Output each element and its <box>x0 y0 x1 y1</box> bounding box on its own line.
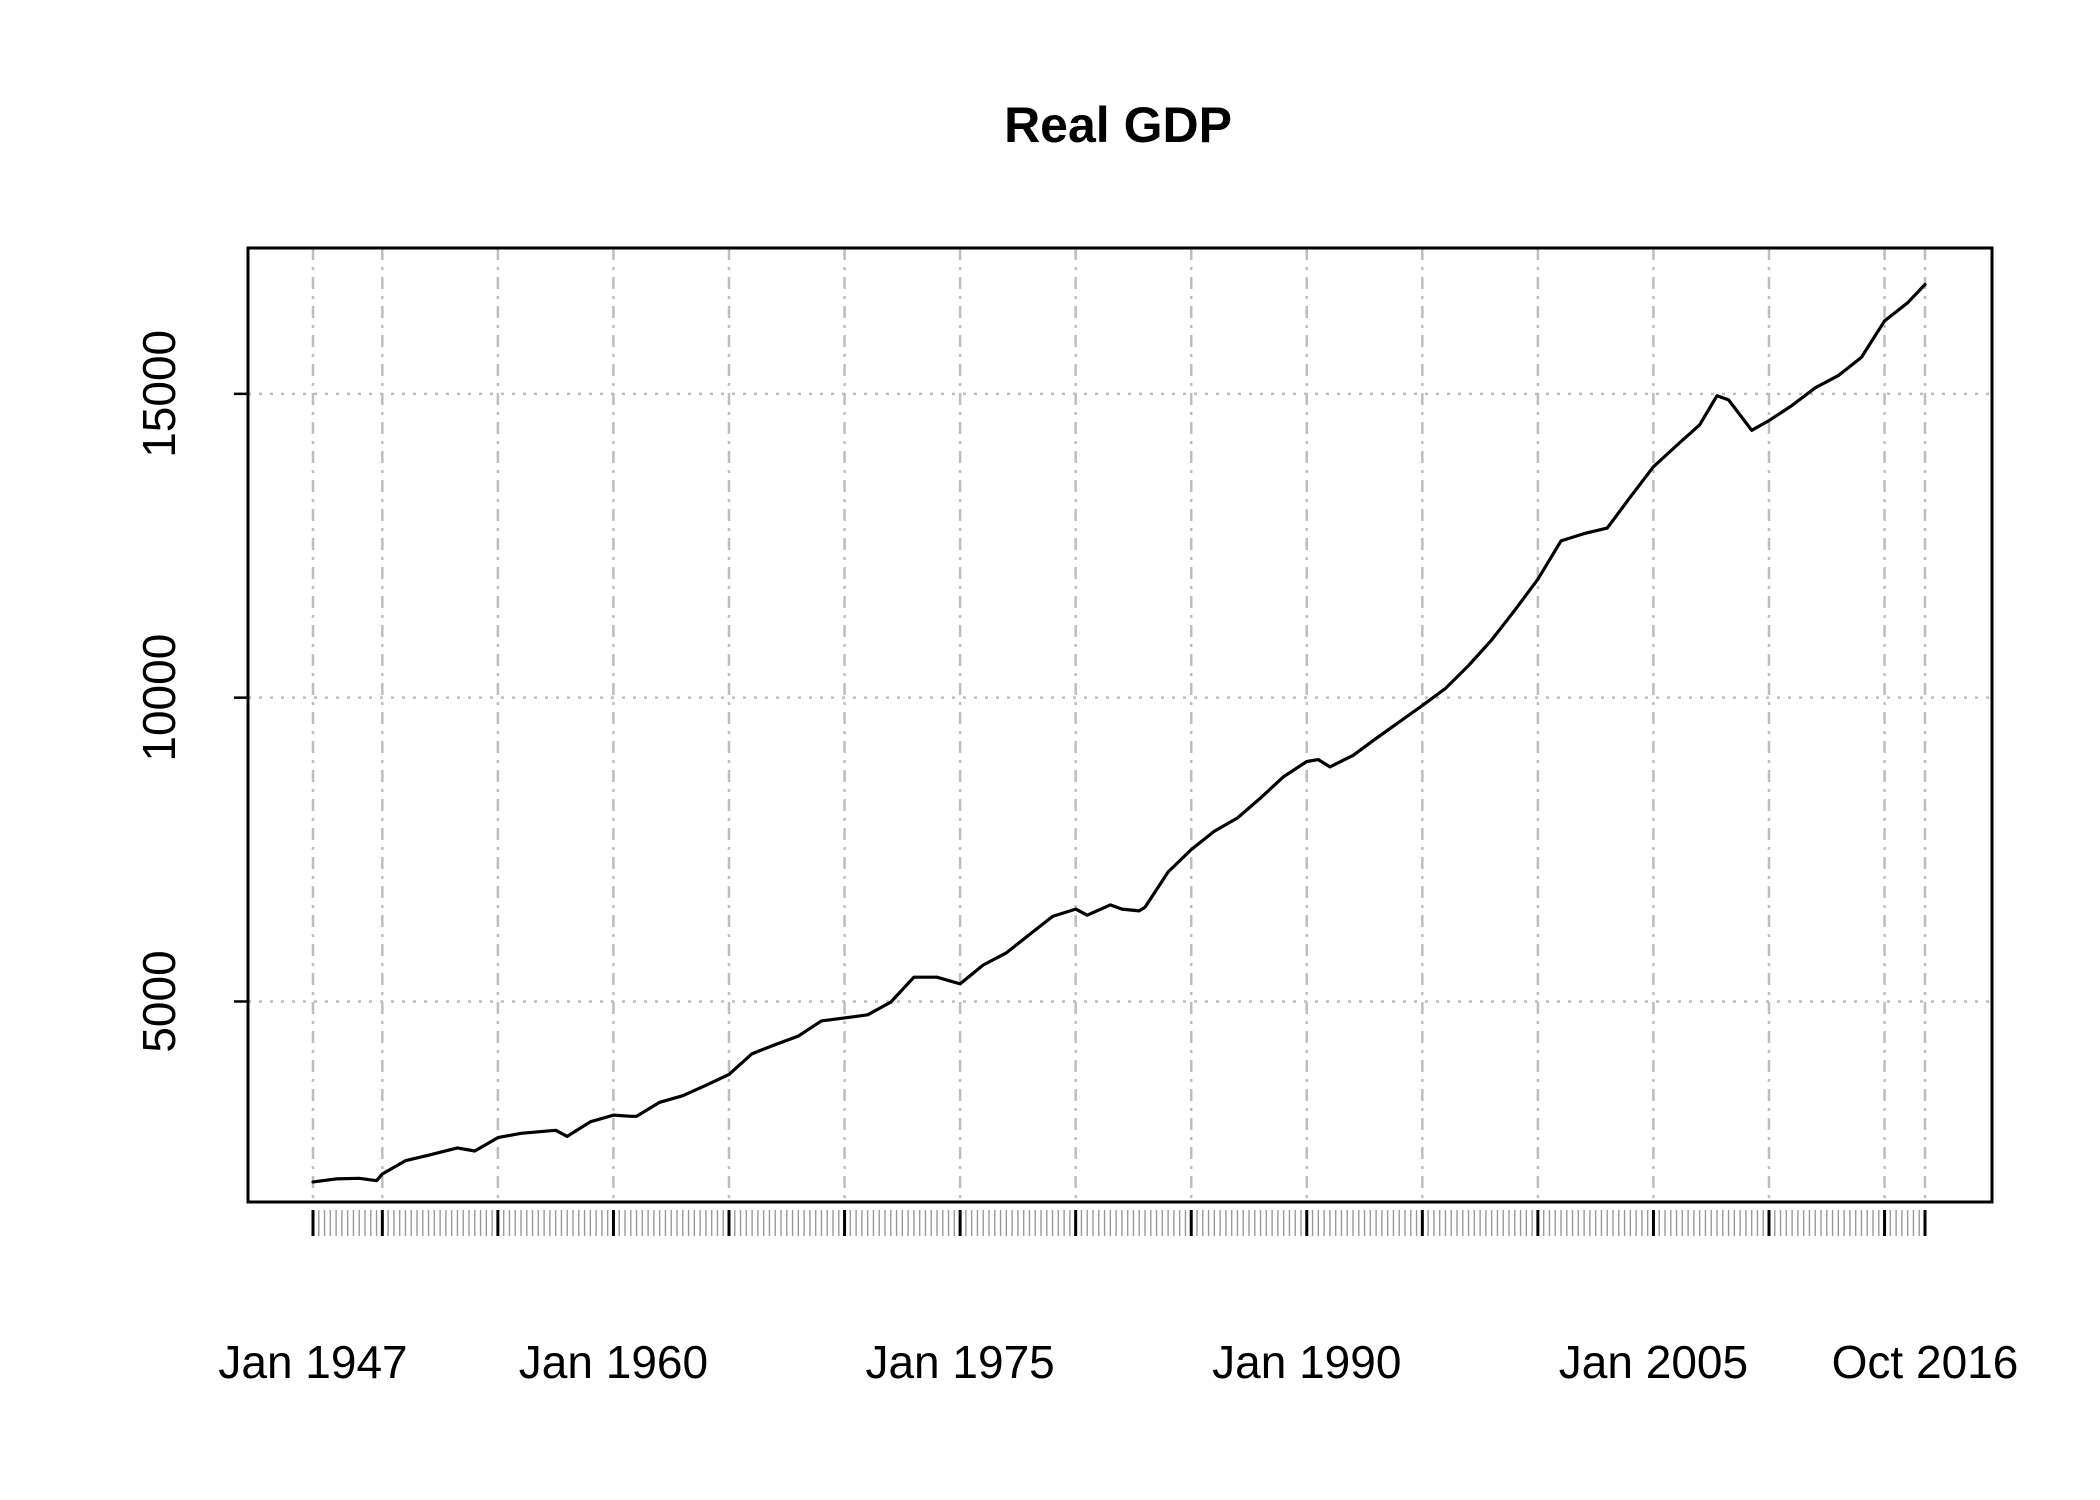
x-tick-label: Jan 1960 <box>519 1336 708 1388</box>
x-tick-label: Jan 1947 <box>218 1336 407 1388</box>
y-tick-label: 5000 <box>133 950 185 1052</box>
y-axis: 5000 10000 15000 <box>133 330 248 1053</box>
x-tick-label: Jan 2005 <box>1559 1336 1748 1388</box>
x-tick-label: Jan 1975 <box>865 1336 1054 1388</box>
chart-title: Real GDP <box>1004 97 1232 153</box>
x-tick-label: Oct 2016 <box>1832 1336 2019 1388</box>
y-tick-label: 10000 <box>133 634 185 762</box>
x-axis: Jan 1947 Jan 1960 Jan 1975 Jan 1990 Jan 2005… <box>218 1210 2018 1388</box>
plot-frame <box>246 246 1994 1204</box>
x-tick-label: Jan 1990 <box>1212 1336 1401 1388</box>
y-tick-label: 15000 <box>133 330 185 458</box>
grid-layer <box>248 248 1992 1202</box>
series-line-real-gdp <box>311 282 1927 1184</box>
